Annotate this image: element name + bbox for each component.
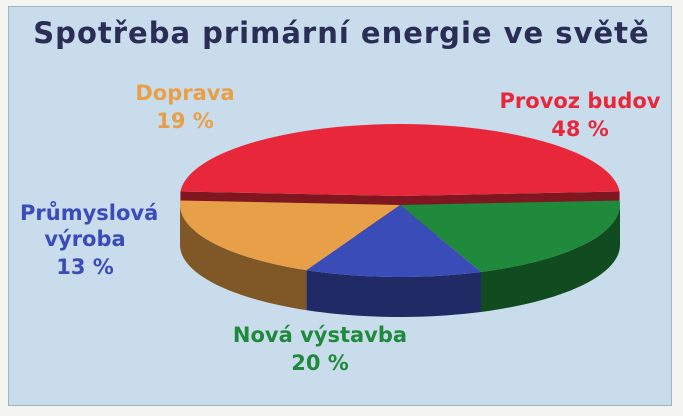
slice-side bbox=[306, 270, 481, 317]
slice-side bbox=[480, 205, 620, 312]
slice bbox=[180, 124, 620, 196]
chart-title: Spotřeba primární energie ve světě bbox=[33, 16, 650, 50]
value-label: 20 % bbox=[291, 351, 349, 375]
slice bbox=[180, 200, 400, 271]
slice-label: Nová výstavba bbox=[232, 323, 408, 347]
slice bbox=[400, 200, 620, 272]
value-label: 13 % bbox=[56, 255, 114, 279]
value-label: 19 % bbox=[156, 109, 214, 133]
slice-label: Provoz budov bbox=[499, 89, 661, 113]
slice-label: Doprava bbox=[135, 81, 235, 105]
slice bbox=[306, 205, 481, 277]
slice-side bbox=[180, 205, 307, 311]
value-label: 48 % bbox=[551, 117, 609, 141]
slice-label: Průmyslová výroba bbox=[20, 201, 159, 251]
